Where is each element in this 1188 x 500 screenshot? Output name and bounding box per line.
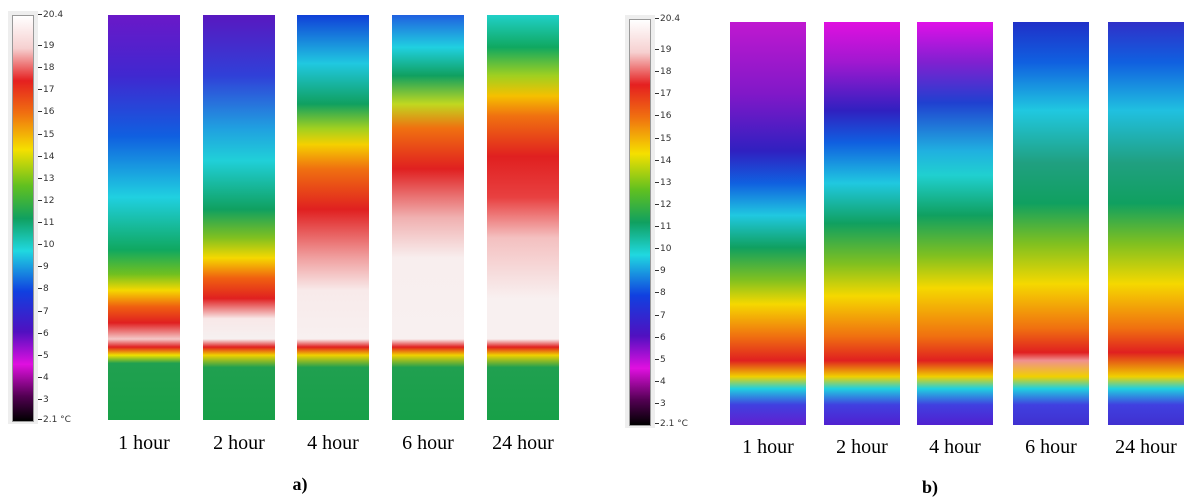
thermal-image: [203, 15, 275, 420]
colorbar-min: 2.1 °C: [38, 415, 71, 425]
panel-label: b): [921, 477, 939, 497]
colorbar-tick: 14: [655, 156, 671, 166]
colorbar-tick: 11: [655, 222, 671, 232]
colorbar-tick: 7: [38, 307, 49, 317]
colorbar-tick: 5: [38, 351, 49, 361]
colorbar-max: 20.4: [655, 14, 680, 24]
image-caption: 1 hour: [118, 432, 170, 454]
thermal-image: [297, 15, 369, 420]
colorbar-tick: 13: [655, 178, 671, 188]
thermal-image: [108, 15, 180, 420]
colorbar-tick: 17: [655, 89, 671, 99]
colorbar-tick: 15: [655, 134, 671, 144]
colorbar-tick: 4: [655, 377, 666, 387]
colorbar-tick: 8: [655, 288, 666, 298]
colorbar-tick: 9: [655, 266, 666, 276]
colorbar-tick: 6: [38, 329, 49, 339]
thermal-image: [392, 15, 464, 420]
thermal-image: [917, 22, 993, 425]
image-caption: 6 hour: [1025, 436, 1077, 458]
colorbar-tick: 11: [38, 218, 54, 228]
colorbar-tick: 19: [38, 41, 54, 51]
image-caption: 6 hour: [402, 432, 454, 454]
colorbar-tick: 15: [38, 130, 54, 140]
panel-label: a): [292, 474, 308, 494]
colorbar-tick: 6: [655, 333, 666, 343]
image-caption: 1 hour: [742, 436, 794, 458]
colorbar-max: 20.4: [38, 10, 63, 20]
thermal-image: [824, 22, 900, 425]
colorbar-tick: 18: [38, 63, 54, 73]
colorbar-tick: 14: [38, 152, 54, 162]
colorbar-tick: 10: [655, 244, 671, 254]
image-caption: 2 hour: [836, 436, 888, 458]
colorbar-tick: 3: [38, 395, 49, 405]
thermal-image: [730, 22, 806, 425]
colorbar-tick: 9: [38, 262, 49, 272]
thermal-image: [487, 15, 559, 420]
colorbar-tick: 17: [38, 85, 54, 95]
colorbar-tick: 16: [38, 107, 54, 117]
colorbar: [12, 15, 34, 422]
colorbar-tick: 10: [38, 240, 54, 250]
image-caption: 4 hour: [929, 436, 981, 458]
image-caption: 2 hour: [213, 432, 265, 454]
colorbar-tick: 8: [38, 284, 49, 294]
image-caption: 24 hour: [492, 432, 554, 454]
colorbar-tick: 3: [655, 399, 666, 409]
colorbar-tick: 13: [38, 174, 54, 184]
colorbar-tick: 7: [655, 311, 666, 321]
colorbar-tick: 12: [655, 200, 671, 210]
colorbar-tick: 18: [655, 67, 671, 77]
image-caption: 24 hour: [1115, 436, 1177, 458]
colorbar-min: 2.1 °C: [655, 419, 688, 429]
colorbar-tick: 4: [38, 373, 49, 383]
colorbar-tick: 19: [655, 45, 671, 55]
colorbar-tick: 16: [655, 111, 671, 121]
colorbar-tick: 12: [38, 196, 54, 206]
colorbar-tick: 5: [655, 355, 666, 365]
thermal-image: [1013, 22, 1089, 425]
image-caption: 4 hour: [307, 432, 359, 454]
thermal-image: [1108, 22, 1184, 425]
colorbar: [629, 19, 651, 426]
